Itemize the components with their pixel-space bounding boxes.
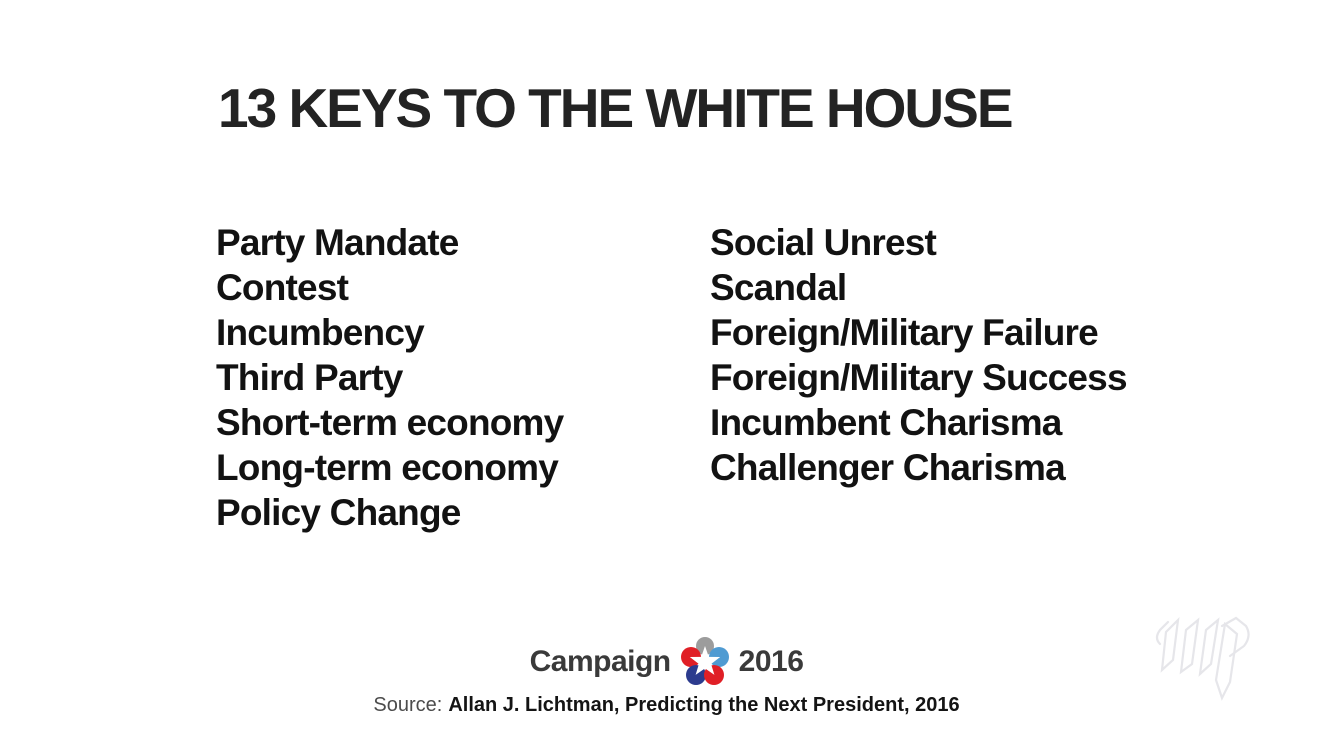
- key-item: Foreign/Military Failure: [710, 312, 1099, 353]
- campaign-label: Campaign: [529, 645, 672, 678]
- page-title: 13 KEYS TO THE WHITE HOUSE: [218, 77, 1014, 139]
- logo-circle-upper-right: [708, 647, 729, 667]
- key-item: Challenger Charisma: [710, 447, 1066, 488]
- campaign-star-logo-icon: [680, 637, 729, 685]
- campaign-2016-banner: Campaign 2016: [0, 636, 1333, 688]
- key-item: Long-term economy: [216, 447, 559, 488]
- key-item: Incumbency: [216, 312, 425, 353]
- source-line: Source: Allan J. Lichtman, Predicting the…: [0, 692, 1333, 718]
- key-item: Party Mandate: [216, 222, 459, 263]
- source-citation: Allan J. Lichtman, Predicting the Next P…: [448, 694, 960, 716]
- key-item: Third Party: [216, 357, 403, 398]
- logo-circle-upper-left: [680, 647, 701, 667]
- keys-right-column: Social Unrest Scandal Foreign/Military F…: [710, 220, 1128, 490]
- key-item: Policy Change: [216, 492, 461, 533]
- logo-star-shape: [689, 646, 720, 675]
- key-item: Social Unrest: [710, 222, 937, 263]
- key-item: Scandal: [710, 267, 847, 308]
- campaign-year: 2016: [738, 645, 804, 678]
- source-label: Source:: [373, 694, 443, 716]
- key-item: Incumbent Charisma: [710, 402, 1062, 443]
- key-item: Short-term economy: [216, 402, 564, 443]
- key-item: Foreign/Military Success: [710, 357, 1128, 398]
- keys-left-column: Party Mandate Contest Incumbency Third P…: [216, 220, 564, 535]
- key-item: Contest: [216, 267, 349, 308]
- washington-post-logo-watermark-icon: [1155, 616, 1250, 701]
